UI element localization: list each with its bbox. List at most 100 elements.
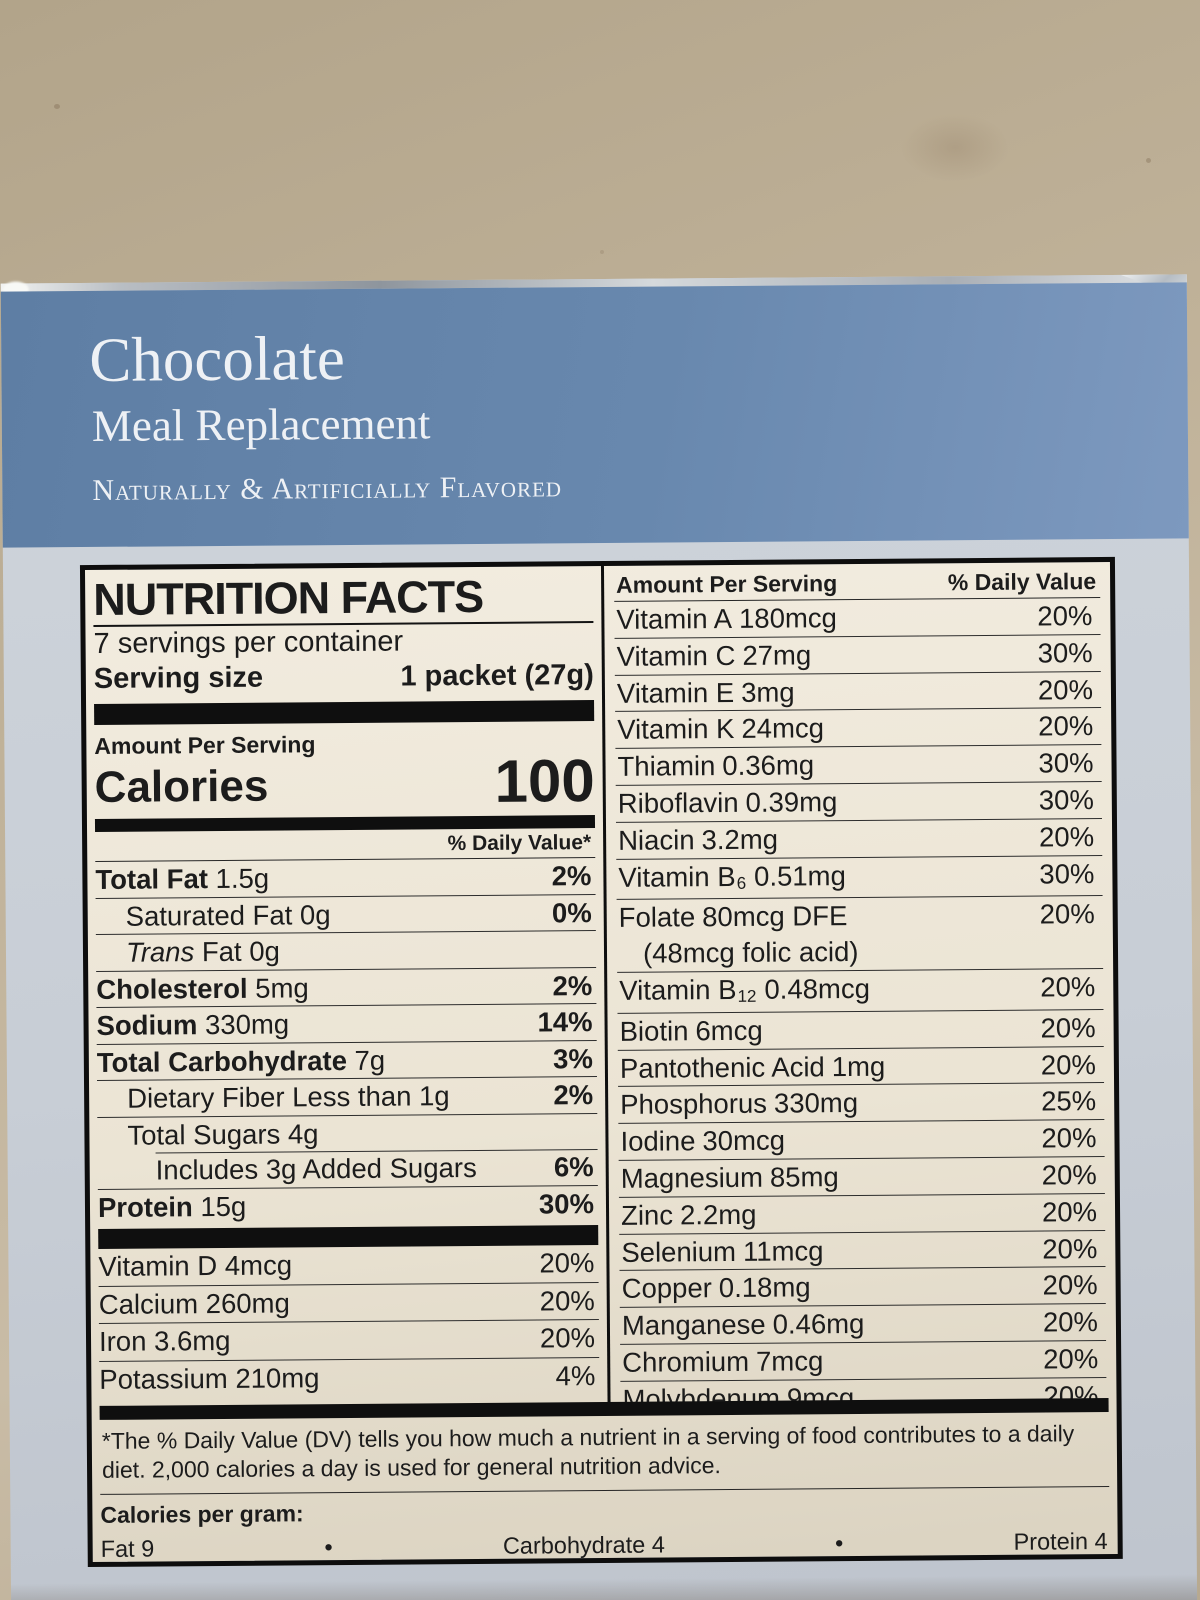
servings-per-container: 7 servings per container (93, 625, 404, 660)
nutrient-daily-value: 20% (1038, 820, 1095, 853)
nutrient-name: Folate 80mcg DFE (618, 900, 848, 934)
nutrient-row: Total Carbohydrate 7g 3% (96, 1039, 597, 1080)
nutrient-row: Zinc 2.2mg 20% (618, 1192, 1106, 1234)
cpg-protein: Protein 4 (1013, 1528, 1108, 1555)
nutrient-name: Chromium 7mcg (622, 1345, 824, 1378)
nutrient-daily-value: 30% (538, 1187, 595, 1219)
nutrient-row: Biotin 6mcg 20% (617, 1008, 1104, 1050)
nutrient-daily-value: 20% (1039, 898, 1095, 930)
nutrient-daily-value: 0% (551, 896, 592, 928)
nutrient-daily-value: 2% (552, 969, 593, 1001)
nutrient-daily-value: 30% (1038, 747, 1094, 779)
nutrient-daily-value: 20% (1041, 1195, 1098, 1228)
nutrient-name: Iron 3.6mg (98, 1324, 231, 1357)
nutrient-name: Magnesium 85mg (620, 1161, 839, 1194)
nutrient-daily-value: 20% (1042, 1269, 1098, 1301)
nutrient-row: Vitamin E 3mg 20% (614, 670, 1102, 712)
nutrient-name: Manganese 0.46mg (621, 1308, 865, 1341)
serving-size-label: Serving size (93, 661, 264, 695)
nutrient-row: Folate 80mcg DFE 20% (48mcg folic acid) (616, 895, 1104, 972)
nutrient-row: Includes 3g Added Sugars 6% (98, 1149, 598, 1188)
nutrient-note: (48mcg folic acid) (642, 936, 859, 969)
product-box: Chocolate Meal Replacement Naturally & A… (0, 274, 1198, 1600)
nutrient-row: Phosphorus 330mg 25% (618, 1082, 1105, 1124)
daily-value-header: % Daily Value (947, 568, 1097, 596)
macro-nutrient-rows: Total Fat 1.5g 2% Saturated Fat 0g 0% Trans … (95, 858, 599, 1225)
nutrition-left-column: NUTRITION FACTS 7 servings per container… (93, 571, 600, 1398)
nutrient-daily-value: 20% (1040, 971, 1096, 1003)
nutrient-daily-value: 20% (1038, 710, 1094, 742)
nutrient-name: Selenium 11mcg (621, 1234, 824, 1268)
nutrient-row: Calcium 260mg 20% (98, 1281, 599, 1323)
box-bottom-shadow (10, 1574, 1198, 1600)
nutrient-daily-value: 20% (1042, 1306, 1099, 1338)
bullet-separator: • (835, 1530, 844, 1557)
nutrient-name: Phosphorus 330mg (620, 1087, 859, 1121)
product-header-band: Chocolate Meal Replacement Naturally & A… (0, 282, 1189, 548)
separator-bar-thick (94, 700, 595, 725)
nutrient-row: Vitamin A 180mcg 20% (614, 598, 1100, 638)
nutrient-daily-value: 30% (1038, 784, 1094, 816)
mineral-rows: Vitamin D 4mcg 20% Calcium 260mg 20% Iron 3.… (98, 1245, 600, 1398)
nutrient-name: Copper 0.18mg (621, 1271, 811, 1305)
nutrient-name: Thiamin 0.36mg (617, 749, 815, 783)
nutrient-name: Vitamin K 24mcg (617, 712, 825, 746)
nutrient-daily-value: 25% (1041, 1085, 1097, 1117)
nutrient-name: Total Sugars 4g (127, 1117, 319, 1151)
nutrition-facts-title: NUTRITION FACTS (93, 571, 594, 627)
nutrient-name: Total Fat 1.5g (95, 862, 270, 895)
nutrient-name: Vitamin E 3mg (616, 676, 795, 709)
nutrient-name: Sodium 330mg (96, 1008, 290, 1041)
wall-stain (880, 100, 1030, 195)
nutrient-daily-value: 30% (1037, 636, 1093, 669)
nutrient-row: Vitamin B6 0.51mg 30% (616, 854, 1103, 900)
nutrient-name: Vitamin B12 0.48mcg (619, 972, 871, 1006)
calories-row: Calories 100 (94, 747, 595, 815)
nutrient-row: Potassium 210mg 4% (99, 1356, 600, 1398)
nutrient-name: Biotin 6mcg (619, 1014, 763, 1047)
nutrient-name: Vitamin B6 0.51mg (618, 859, 846, 893)
flavor-note: Naturally & Artificially Flavored (92, 470, 563, 507)
nutrient-row: Pantothenic Acid 1mg 20% (617, 1045, 1105, 1087)
nutrient-daily-value: 20% (539, 1322, 596, 1354)
nutrient-row: Cholesterol 5mg 2% (96, 966, 597, 1007)
nutrient-daily-value: 3% (552, 1042, 593, 1074)
nutrient-name: Riboflavin 0.39mg (617, 786, 838, 819)
nutrient-row: Niacin 3.2mg 20% (615, 817, 1103, 859)
product-name: Meal Replacement (91, 398, 431, 451)
nutrient-name: Vitamin C 27mg (616, 639, 812, 672)
nutrient-row: Thiamin 0.36mg 30% (615, 744, 1102, 785)
nutrient-row: Iron 3.6mg 20% (98, 1319, 600, 1361)
column-divider (600, 565, 611, 1414)
nutrient-name: Vitamin A 180mcg (616, 602, 838, 635)
nutrient-name: Includes 3g Added Sugars (155, 1151, 477, 1186)
nutrient-name: Iodine 30mcg (620, 1124, 786, 1157)
nutrient-row: Total Fat 1.5g 2% (95, 858, 595, 897)
nutrient-row: Total Sugars 4g (97, 1112, 598, 1153)
cpg-fat: Fat 9 (100, 1535, 155, 1562)
wall-speck (54, 104, 60, 109)
nutrient-daily-value: 20% (1037, 600, 1093, 632)
nutrient-row: Sodium 330mg 14% (96, 1003, 597, 1044)
nutrition-right-column: Amount Per Serving % Daily Value Vitamin… (614, 566, 1107, 1418)
nutrient-daily-value: 14% (537, 1006, 593, 1038)
nutrient-daily-value: 20% (1037, 673, 1094, 706)
nutrient-name: Niacin 3.2mg (618, 823, 779, 856)
nutrient-name: Pantothenic Acid 1mg (619, 1050, 886, 1084)
serving-size-row: Serving size 1 packet (27g) (94, 657, 594, 697)
nutrient-row: Selenium 11mcg 20% (619, 1229, 1106, 1271)
nutrient-row: Iodine 30mcg 20% (618, 1119, 1105, 1160)
nutrient-name: Cholesterol 5mg (96, 971, 309, 1005)
calories-label: Calories (94, 761, 269, 812)
product-flavor-title: Chocolate (89, 322, 346, 395)
nutrient-daily-value: 20% (539, 1284, 595, 1316)
label-footer: *The % Daily Value (DV) tells you how mu… (99, 1398, 1110, 1564)
nutrient-name: Potassium 210mg (99, 1361, 320, 1395)
nutrient-daily-value: 6% (553, 1151, 594, 1183)
nutrient-daily-value: 2% (551, 860, 592, 892)
nutrient-name: Trans Fat 0g (125, 935, 280, 968)
wall-speck (600, 250, 604, 254)
nutrient-row: Copper 0.18mg 20% (619, 1266, 1106, 1307)
vitamin-mineral-rows: Vitamin A 180mcg 20% Vitamin C 27mg 30% Vitami… (614, 598, 1107, 1418)
